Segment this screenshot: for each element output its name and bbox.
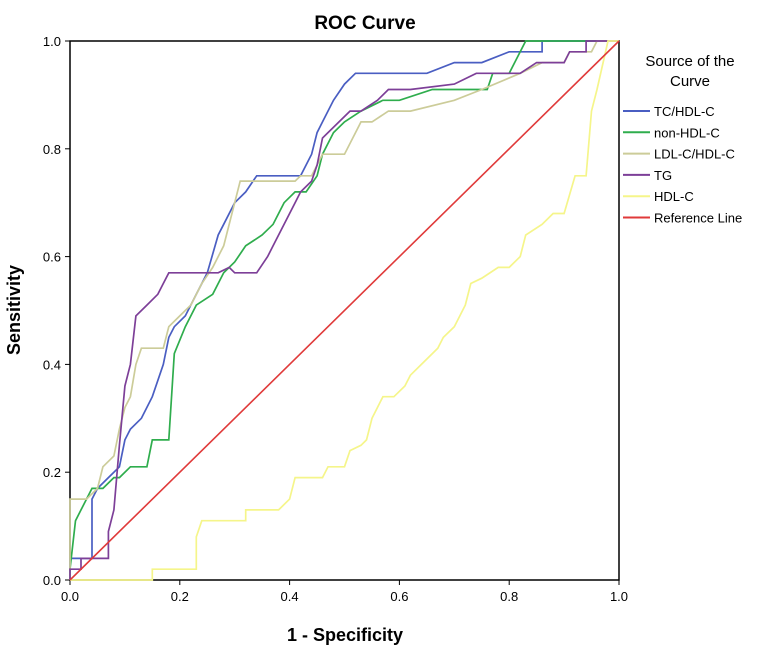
series-line-tg	[69, 40, 619, 580]
y-tick-label: 0.8	[43, 142, 61, 157]
x-tick-label: 0.6	[390, 589, 408, 604]
series-line-tc-hdl-c	[69, 40, 619, 580]
x-tick-label: 0.8	[500, 589, 518, 604]
legend-items: TC/HDL-C non-HDL-C LDL-C/HDL-C TG HDL-C Refer…	[623, 104, 742, 226]
legend-title-line1: Source of the	[645, 53, 734, 70]
y-tick-label: 1.0	[43, 34, 61, 49]
plot-frame	[69, 40, 620, 581]
legend-title-line2: Curve	[670, 73, 710, 90]
y-axis-label: Sensitivity	[4, 265, 24, 355]
legend-label-non-hdl-c: non-HDL-C	[654, 125, 720, 140]
y-tick-label: 0.6	[43, 250, 61, 265]
x-tick-label: 0.4	[281, 589, 299, 604]
legend-label-hdl-c: HDL-C	[654, 189, 694, 204]
x-tick-label: 0.0	[61, 589, 79, 604]
series-line-hdl-c	[70, 40, 619, 581]
series-line-reference-line	[69, 40, 620, 581]
legend-label-reference-line: Reference Line	[654, 211, 742, 226]
y-tick-label: 0.0	[43, 573, 61, 588]
y-axis-ticks: 0.0 0.2 0.4 0.6 0.8 1.0	[43, 34, 70, 588]
x-axis-label: 1 - Specificity	[287, 625, 403, 645]
x-tick-label: 0.2	[171, 589, 189, 604]
legend-label-tg: TG	[654, 168, 672, 183]
y-tick-label: 0.4	[43, 357, 61, 372]
chart-title: ROC Curve	[314, 13, 415, 34]
legend-label-tc-hdl-c: TC/HDL-C	[654, 104, 715, 119]
legend: Source of the Curve TC/HDL-C non-HDL-C LDL…	[623, 53, 742, 226]
x-tick-label: 1.0	[610, 589, 628, 604]
series-lines	[69, 40, 620, 581]
series-line-non-hdl-c	[69, 40, 619, 580]
x-axis-ticks: 0.0 0.2 0.4 0.6 0.8 1.0	[61, 580, 628, 604]
legend-label-ldl-c-hdl-c: LDL-C/HDL-C	[654, 147, 735, 162]
y-tick-label: 0.2	[43, 465, 61, 480]
